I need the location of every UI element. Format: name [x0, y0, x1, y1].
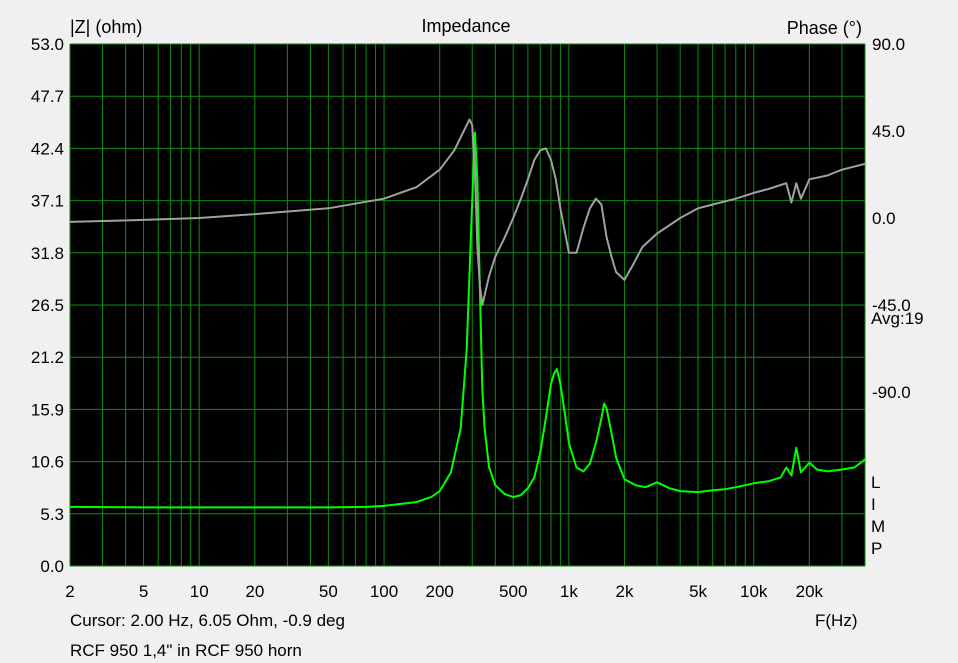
x-tick-label: 20k — [796, 582, 824, 601]
x-tick-label: 1k — [560, 582, 578, 601]
y-right-tick-label: -45.0 — [872, 296, 911, 315]
x-tick-label: 200 — [425, 582, 453, 601]
average-label: Avg:19 — [871, 309, 924, 328]
x-tick-label: 20 — [245, 582, 264, 601]
right-axis-label: Phase (°) — [787, 18, 862, 38]
x-tick-label: 10k — [740, 582, 768, 601]
y-left-tick-label: 47.7 — [31, 87, 64, 106]
x-tick-label: 500 — [499, 582, 527, 601]
y-left-tick-label: 15.9 — [31, 400, 64, 419]
x-tick-label: 5k — [689, 582, 707, 601]
side-letter-l: L — [871, 473, 880, 492]
y-left-tick-label: 37.1 — [31, 192, 64, 211]
y-right-tick-label: 90.0 — [872, 35, 905, 54]
left-axis-label: |Z| (ohm) — [70, 17, 142, 37]
chart-title: Impedance — [421, 16, 510, 36]
x-tick-label: 100 — [370, 582, 398, 601]
cursor-readout: Cursor: 2.00 Hz, 6.05 Ohm, -0.9 deg — [70, 611, 345, 630]
y-right-tick-label: 45.0 — [872, 122, 905, 141]
y-left-tick-label: 21.2 — [31, 348, 64, 367]
phase-series-line — [70, 118, 865, 306]
x-tick-label: 50 — [319, 582, 338, 601]
x-axis-label: F(Hz) — [815, 611, 857, 630]
side-letter-p: P — [871, 539, 882, 558]
y-left-tick-label: 42.4 — [31, 139, 64, 158]
y-left-tick-label: 53.0 — [31, 35, 64, 54]
impedance-series-line — [70, 131, 865, 509]
grid — [69, 43, 866, 567]
x-tick-label: 5 — [139, 582, 148, 601]
measurement-description: RCF 950 1,4" in RCF 950 horn — [70, 641, 302, 660]
y-left-tick-label: 10.6 — [31, 453, 64, 472]
y-left-tick-label: 26.5 — [31, 296, 64, 315]
y-left-tick-label: 5.3 — [40, 505, 64, 524]
series-group — [70, 118, 865, 509]
x-tick-label: 2 — [65, 582, 74, 601]
x-tick-label: 2k — [616, 582, 634, 601]
y-left-tick-label: 0.0 — [40, 557, 64, 576]
side-letter-i: I — [871, 495, 876, 514]
y-left-tick-label: 31.8 — [31, 244, 64, 263]
tick-labels: 53.0 47.7 42.4 37.1 31.8 26.5 21.2 15.9 10.6 5.3 0… — [31, 35, 911, 601]
y-right-tick-label: 0.0 — [872, 209, 896, 228]
side-letter-m: M — [871, 517, 885, 536]
y-right-tick-label: -90.0 — [872, 383, 911, 402]
x-tick-label: 10 — [190, 582, 209, 601]
